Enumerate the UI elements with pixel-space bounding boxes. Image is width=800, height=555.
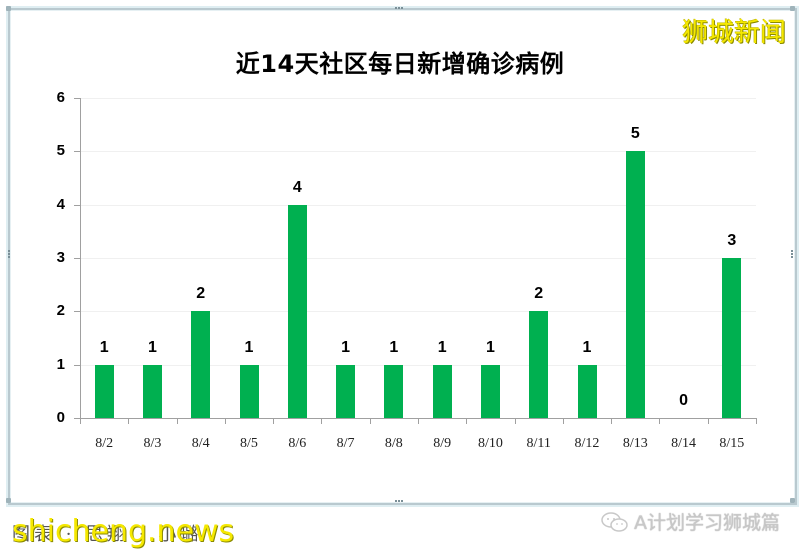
y-tick: [74, 418, 80, 419]
x-tick: [321, 418, 323, 424]
data-label: 2: [196, 285, 206, 303]
x-tick-label: 8/11: [526, 436, 551, 451]
x-tick: [756, 418, 757, 424]
x-tick-label: 8/13: [622, 436, 648, 451]
x-tick: [659, 418, 661, 424]
bar-8-9: [432, 364, 452, 418]
resize-handle-right[interactable]: [790, 250, 794, 262]
x-tick-label: 8/8: [384, 436, 403, 451]
x-tick: [369, 418, 371, 424]
resize-handle-bottom-left[interactable]: [6, 498, 11, 503]
watermark: shicheng.news: [12, 514, 235, 549]
gridline: [80, 151, 756, 153]
x-tick: [224, 418, 226, 424]
y-tick: [74, 204, 80, 206]
bar-8-5: [239, 364, 259, 418]
x-tick: [176, 418, 178, 424]
resize-handle-left[interactable]: [7, 250, 11, 262]
data-label: 1: [389, 338, 399, 356]
x-tick-label: 8/2: [95, 436, 114, 451]
resize-handle-bottom[interactable]: [395, 500, 405, 504]
data-label: 1: [244, 338, 254, 356]
y-tick-label: 3: [56, 249, 65, 266]
x-tick: [514, 418, 516, 424]
data-label: 5: [630, 125, 640, 143]
gridline: [80, 311, 756, 313]
bar-8-2: [94, 364, 114, 418]
wechat-account: A计划学习狮城篇: [600, 508, 780, 535]
y-tick-label: 5: [56, 142, 65, 160]
y-tick: [74, 364, 80, 366]
x-tick: [562, 418, 564, 424]
x-tick-label: 8/10: [477, 436, 503, 451]
data-label: 2: [534, 285, 544, 303]
x-tick: [466, 418, 468, 424]
chart-title: 近14天社区每日新增确诊病例: [235, 50, 565, 78]
data-label: 1: [437, 338, 447, 356]
x-tick-label: 8/4: [191, 436, 210, 451]
chart-credit: 图表 · 思翔 · 小璐: [12, 524, 203, 545]
bar-8-11: [529, 311, 549, 418]
bar-8-3: [142, 364, 162, 418]
x-tick-label: 8/12: [574, 436, 600, 451]
wechat-icon: [600, 510, 630, 534]
x-tick-label: 8/7: [336, 436, 355, 451]
x-tick-label: 8/3: [143, 436, 162, 451]
data-label: 1: [99, 338, 109, 356]
bar-8-8: [384, 364, 404, 418]
data-label: 3: [727, 232, 737, 249]
gridline: [80, 98, 756, 99]
x-tick-label: 8/15: [719, 436, 745, 451]
y-tick: [74, 151, 80, 153]
bar-8-13: [625, 151, 645, 418]
bar-8-6: [287, 204, 307, 418]
data-label: 1: [582, 338, 592, 356]
y-tick-label: 1: [56, 355, 65, 373]
x-tick: [707, 418, 709, 424]
y-tick: [74, 311, 80, 313]
y-tick: [74, 258, 80, 259]
bar-8-7: [336, 364, 356, 418]
x-tick: [128, 418, 130, 424]
x-tick: [80, 418, 81, 424]
y-axis: [80, 98, 81, 418]
resize-handle-top-right[interactable]: [790, 6, 795, 11]
x-tick-label: 8/14: [671, 436, 696, 451]
data-label: 4: [292, 178, 302, 196]
x-tick-label: 8/9: [433, 436, 452, 451]
y-tick-label: 0: [56, 409, 65, 426]
x-tick: [273, 418, 275, 424]
x-tick: [418, 418, 419, 424]
resize-handle-top[interactable]: [395, 7, 405, 11]
y-tick-label: 2: [56, 302, 65, 320]
data-label: 1: [147, 338, 157, 356]
data-label: 1: [485, 338, 495, 356]
x-tick: [611, 418, 613, 424]
wechat-account-name: A计划学习狮城篇: [634, 512, 780, 534]
y-tick-label: 4: [56, 195, 65, 213]
data-label: 1: [341, 338, 351, 356]
x-tick-label: 8/5: [240, 436, 258, 451]
bar-8-4: [191, 311, 211, 418]
gridline: [80, 204, 756, 206]
resize-handle-bottom-right[interactable]: [790, 498, 795, 503]
bar-8-10: [480, 364, 500, 418]
bar-8-12: [577, 364, 597, 418]
resize-handle-top-left[interactable]: [6, 6, 11, 11]
brand-logo: 狮城新闻: [681, 18, 786, 48]
gridline: [80, 364, 756, 366]
gridline: [80, 258, 756, 259]
bar-8-15: [722, 258, 742, 418]
y-tick: [74, 98, 80, 99]
data-label: 0: [679, 392, 689, 409]
chart-frame: [8, 8, 797, 505]
x-tick-label: 8/6: [288, 436, 307, 451]
y-tick-label: 6: [56, 89, 65, 106]
